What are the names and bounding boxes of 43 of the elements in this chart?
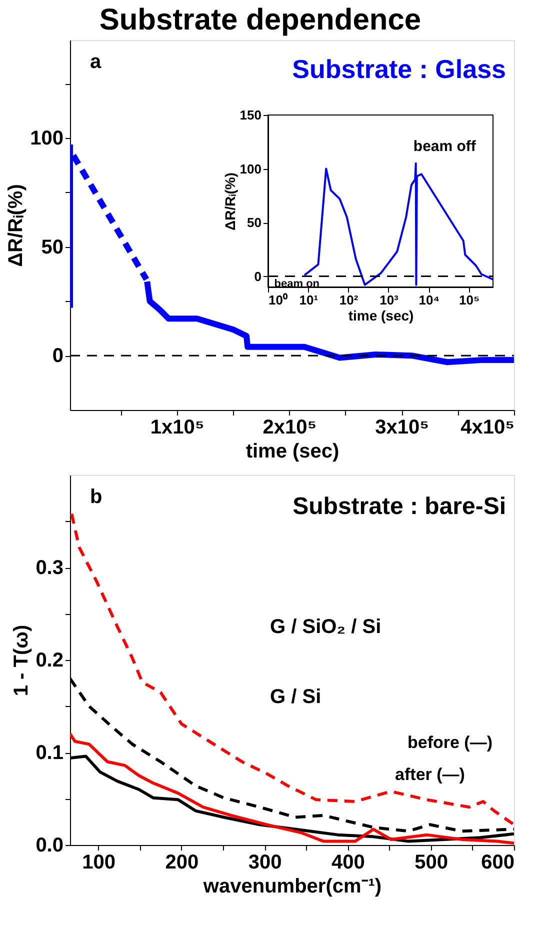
x-tick-label: 10³ (380, 292, 400, 308)
annotation: before (—) (408, 733, 492, 752)
y-axis-title: ΔR/Rᵢ(%) (222, 172, 238, 230)
y-axis-title: 1 - T(ω) (10, 624, 33, 696)
x-axis-title: wavenumber(cm⁻¹) (202, 876, 382, 898)
annotation: G / SiO₂ / Si (270, 616, 382, 638)
y-tick-label: 50 (41, 236, 64, 258)
y-tick-label: 150 (240, 108, 262, 122)
y-axis-title: ΔR/Rᵢ(%) (5, 184, 28, 267)
x-tick-label: 10⁰ (268, 292, 288, 308)
x-tick-label: 10⁵ (459, 292, 480, 308)
annotation: G / Si (270, 686, 322, 708)
y-tick-label: 0.1 (36, 742, 64, 764)
annotation: b (90, 486, 102, 508)
x-tick-label: 300 (248, 852, 282, 874)
x-tick-label: 1x10⁵ (150, 416, 204, 438)
x-axis-title: time (sec) (348, 308, 414, 324)
x-tick-label: 200 (165, 852, 199, 874)
annotation: Substrate : bare-Si (292, 493, 506, 520)
chart-title: Substrate dependence (99, 4, 422, 36)
y-tick-label: 100 (30, 127, 64, 150)
x-tick-label: 10¹ (299, 292, 318, 308)
annotation: beam off (413, 138, 477, 156)
y-tick-label: 100 (240, 161, 262, 176)
x-tick-label: 600 (481, 852, 514, 874)
annotation: after (—) (395, 765, 465, 784)
x-tick-label: 10² (339, 292, 359, 308)
x-axis-title: time (sec) (246, 440, 340, 462)
x-tick-label: 500 (414, 852, 448, 874)
x-tick-label: 400 (332, 852, 365, 874)
x-tick-label: 4x10⁵ (460, 416, 514, 438)
x-tick-label: 100 (82, 852, 116, 874)
x-tick-label: 3x10⁵ (375, 416, 430, 438)
y-tick-label: 0 (254, 268, 262, 284)
y-tick-label: 0.3 (36, 557, 64, 579)
x-tick-label: 10⁴ (418, 292, 440, 308)
annotation: Substrate : Glass (292, 54, 506, 84)
annotation: a (90, 51, 102, 73)
y-tick-label: 0.2 (36, 650, 64, 672)
y-tick-label: 0 (52, 345, 64, 368)
x-tick-label: 2x10⁵ (262, 416, 317, 438)
y-tick-label: 50 (247, 215, 262, 230)
y-tick-label: 0.0 (36, 834, 64, 856)
